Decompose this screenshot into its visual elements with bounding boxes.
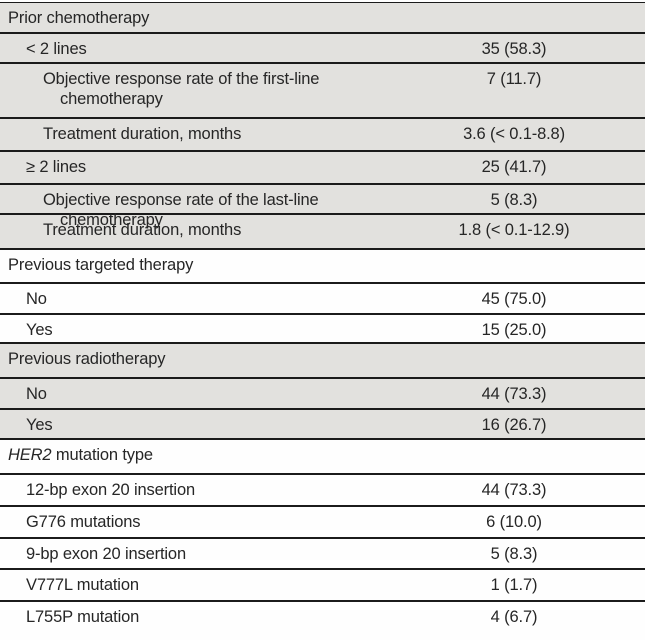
row-value: 1.8 (< 0.1-12.9) bbox=[458, 221, 570, 239]
section-header: Previous radiotherapy bbox=[8, 350, 166, 368]
table-row-g776-mutations: G776 mutations 6 (10.0) bbox=[0, 505, 645, 537]
row-label: < 2 lines bbox=[26, 40, 87, 58]
section-header-text: mutation type bbox=[51, 446, 153, 464]
row-label: ≥ 2 lines bbox=[26, 158, 86, 176]
row-label: Yes bbox=[26, 321, 53, 339]
row-value: 6 (10.0) bbox=[486, 513, 542, 531]
row-value: 3.6 (< 0.1-8.8) bbox=[463, 125, 565, 143]
table-row-l755p-mutation: L755P mutation 4 (6.7) bbox=[0, 600, 645, 640]
row-label: Yes bbox=[26, 416, 53, 434]
row-label: G776 mutations bbox=[26, 513, 141, 531]
section-row-her2-mutation-type: HER2 mutation type bbox=[0, 438, 645, 473]
section-row-previous-radiotherapy: Previous radiotherapy bbox=[0, 342, 645, 377]
row-value bbox=[383, 250, 645, 282]
gene-name: HER2 bbox=[8, 446, 52, 464]
table-row-gte2-lines: ≥ 2 lines 25 (41.7) bbox=[0, 150, 645, 183]
row-value bbox=[383, 3, 645, 32]
section-row-prior-chemotherapy: Prior chemotherapy bbox=[0, 2, 645, 32]
table-row-12bp-exon20-insertion: 12-bp exon 20 insertion 44 (73.3) bbox=[0, 473, 645, 505]
row-label: No bbox=[26, 290, 47, 308]
row-value bbox=[383, 440, 645, 473]
row-label: No bbox=[26, 385, 47, 403]
row-label: Objective response rate of the last-line… bbox=[43, 191, 319, 229]
row-value: 4 (6.7) bbox=[490, 608, 538, 626]
row-value: 44 (73.3) bbox=[481, 385, 547, 403]
row-value: 35 (58.3) bbox=[481, 40, 547, 58]
table-row-9bp-exon20-insertion: 9-bp exon 20 insertion 5 (8.3) bbox=[0, 537, 645, 568]
row-label: V777L mutation bbox=[26, 576, 139, 594]
row-value bbox=[383, 344, 645, 377]
row-value: 16 (26.7) bbox=[481, 416, 547, 434]
row-value: 5 (8.3) bbox=[490, 191, 538, 209]
table-row-orr-last-line: Objective response rate of the last-line… bbox=[0, 183, 645, 229]
row-value: 44 (73.3) bbox=[481, 481, 547, 499]
row-label: 12-bp exon 20 insertion bbox=[26, 481, 196, 499]
section-row-previous-targeted-therapy: Previous targeted therapy bbox=[0, 248, 645, 282]
row-label: Objective response rate of the first-lin… bbox=[43, 70, 320, 108]
table-row-targeted-no: No 45 (75.0) bbox=[0, 282, 645, 313]
table-row-treatment-duration-last: Treatment duration, months 1.8 (< 0.1-12… bbox=[0, 213, 645, 248]
row-value: 7 (11.7) bbox=[486, 70, 542, 88]
row-label: 9-bp exon 20 insertion bbox=[26, 545, 186, 563]
table-row-v777l-mutation: V777L mutation 1 (1.7) bbox=[0, 568, 645, 600]
row-value: 5 (8.3) bbox=[490, 545, 538, 563]
row-label: Treatment duration, months bbox=[43, 125, 242, 143]
table-row-treatment-duration-first: Treatment duration, months 3.6 (< 0.1-8.… bbox=[0, 117, 645, 150]
table-row-radio-yes: Yes 16 (26.7) bbox=[0, 408, 645, 438]
row-label: L755P mutation bbox=[26, 608, 140, 626]
table-row-orr-first-line: Objective response rate of the first-lin… bbox=[0, 62, 645, 117]
table-row-targeted-yes: Yes 15 (25.0) bbox=[0, 313, 645, 342]
section-header: Previous targeted therapy bbox=[8, 256, 194, 274]
row-value: 25 (41.7) bbox=[481, 158, 547, 176]
row-value: 1 (1.7) bbox=[490, 576, 538, 594]
row-label: Treatment duration, months bbox=[43, 221, 242, 239]
row-value: 15 (25.0) bbox=[481, 321, 547, 339]
section-header: HER2 mutation type bbox=[0, 440, 383, 473]
table-row-radio-no: No 44 (73.3) bbox=[0, 377, 645, 408]
section-header: Prior chemotherapy bbox=[8, 9, 150, 27]
table-row-lt2-lines: < 2 lines 35 (58.3) bbox=[0, 32, 645, 62]
row-value: 45 (75.0) bbox=[481, 290, 547, 308]
